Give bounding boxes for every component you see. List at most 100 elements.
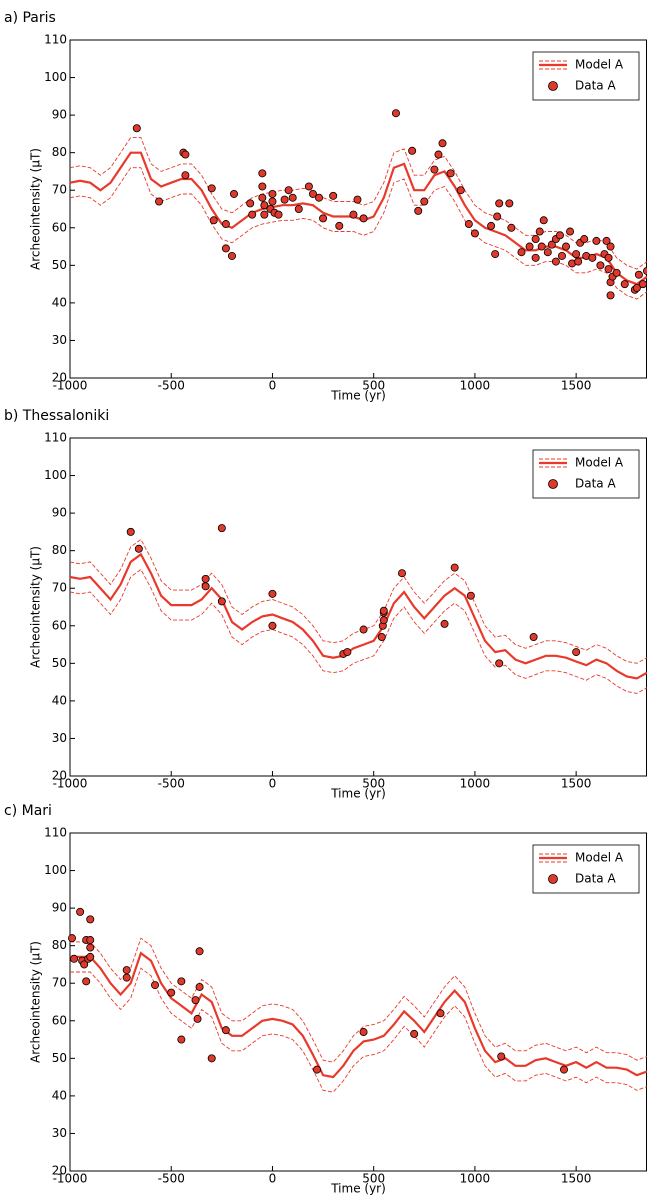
legend-label: Model A — [575, 456, 624, 470]
data-point — [268, 621, 277, 630]
legend-box — [532, 51, 640, 101]
data-point — [602, 236, 611, 245]
data-point — [410, 1029, 419, 1038]
data-point — [495, 659, 504, 668]
legend-label: Data A — [575, 79, 616, 93]
data-point — [353, 195, 362, 204]
y-tick-label: 70 — [52, 183, 67, 197]
data-point — [227, 251, 236, 260]
panel-title: b) Thessaloniki — [4, 408, 109, 424]
model-line — [69, 151, 647, 286]
y-tick-label: 40 — [52, 1088, 67, 1102]
y-tick-label: 20 — [52, 371, 67, 385]
x-axis-label: Time (yr) — [330, 787, 386, 801]
data-point — [634, 270, 643, 279]
x-tick-label: 0 — [269, 777, 277, 791]
data-point — [312, 1065, 321, 1074]
model-line — [70, 951, 647, 1079]
data-point — [464, 220, 473, 229]
y-tick-label: 110 — [44, 826, 67, 840]
data-point — [470, 229, 479, 238]
data-point — [209, 216, 218, 225]
data-point — [122, 973, 131, 982]
data-point — [620, 280, 629, 289]
data-point — [268, 189, 277, 198]
y-axis-label: Archeointensity (μT) — [29, 546, 43, 668]
data-point — [562, 242, 571, 251]
x-tick-label: 0 — [269, 1172, 277, 1186]
data-point — [294, 204, 303, 213]
data-point — [379, 606, 388, 615]
data-point — [517, 248, 526, 257]
y-tick-label: 80 — [52, 145, 67, 159]
data-point — [68, 934, 77, 943]
data-point — [86, 943, 95, 952]
data-point — [343, 648, 352, 657]
data-point — [525, 242, 534, 251]
data-point — [122, 966, 131, 975]
y-tick-label: 90 — [52, 108, 67, 122]
data-point — [359, 1028, 368, 1037]
x-tick-label: -1000 — [53, 379, 88, 393]
data-point — [195, 947, 204, 956]
data-point — [420, 197, 429, 206]
data-point — [132, 124, 141, 133]
x-tick-label: -500 — [158, 1172, 185, 1186]
data-point — [349, 210, 358, 219]
data-point — [535, 227, 544, 236]
y-tick-label: 90 — [52, 901, 67, 915]
y-tick-label: 100 — [44, 468, 67, 482]
data-point — [248, 210, 257, 219]
data-point — [80, 960, 89, 969]
y-tick-label: 20 — [52, 769, 67, 783]
data-point — [438, 139, 447, 148]
data-point — [246, 199, 255, 208]
x-tick-label: 1000 — [460, 777, 491, 791]
data-point — [335, 221, 344, 230]
data-point — [217, 597, 226, 606]
y-tick-label: 50 — [52, 258, 67, 272]
data-point — [359, 214, 368, 223]
legend-label: Data A — [575, 477, 616, 491]
upper-bound — [69, 538, 647, 664]
y-tick-label: 100 — [44, 863, 67, 877]
legend-swatch — [548, 81, 558, 91]
x-tick-label: 500 — [362, 379, 385, 393]
x-tick-label: -500 — [158, 379, 185, 393]
data-point — [436, 1009, 445, 1018]
data-point — [551, 257, 560, 266]
y-tick-label: 60 — [52, 220, 67, 234]
legend-label: Model A — [575, 851, 624, 865]
data-point — [260, 201, 269, 210]
y-tick-label: 20 — [52, 1164, 67, 1178]
data-point — [329, 191, 338, 200]
x-tick-label: 0 — [269, 379, 277, 393]
data-point — [126, 527, 135, 536]
y-tick-label: 30 — [52, 1126, 67, 1140]
data-point — [572, 648, 581, 657]
y-tick-label: 70 — [52, 581, 67, 595]
data-point — [632, 283, 641, 292]
data-point — [434, 150, 443, 159]
data-point — [288, 193, 297, 202]
data-point — [588, 253, 597, 262]
data-point — [529, 633, 538, 642]
y-tick-label: 60 — [52, 1013, 67, 1027]
y-tick-label: 90 — [52, 506, 67, 520]
data-point — [572, 250, 581, 259]
data-point — [547, 240, 556, 249]
data-point — [304, 182, 313, 191]
data-point — [260, 210, 269, 219]
data-point — [559, 1065, 568, 1074]
y-tick-label: 30 — [52, 333, 67, 347]
data-point — [604, 253, 613, 262]
legend-label: Data A — [575, 872, 616, 886]
x-axis-label: Time (yr) — [330, 1182, 386, 1196]
x-tick-label: 1000 — [460, 1172, 491, 1186]
data-point — [181, 150, 190, 159]
data-point — [505, 199, 514, 208]
y-tick-label: 50 — [52, 656, 67, 670]
data-point — [258, 193, 267, 202]
data-point — [555, 231, 564, 240]
